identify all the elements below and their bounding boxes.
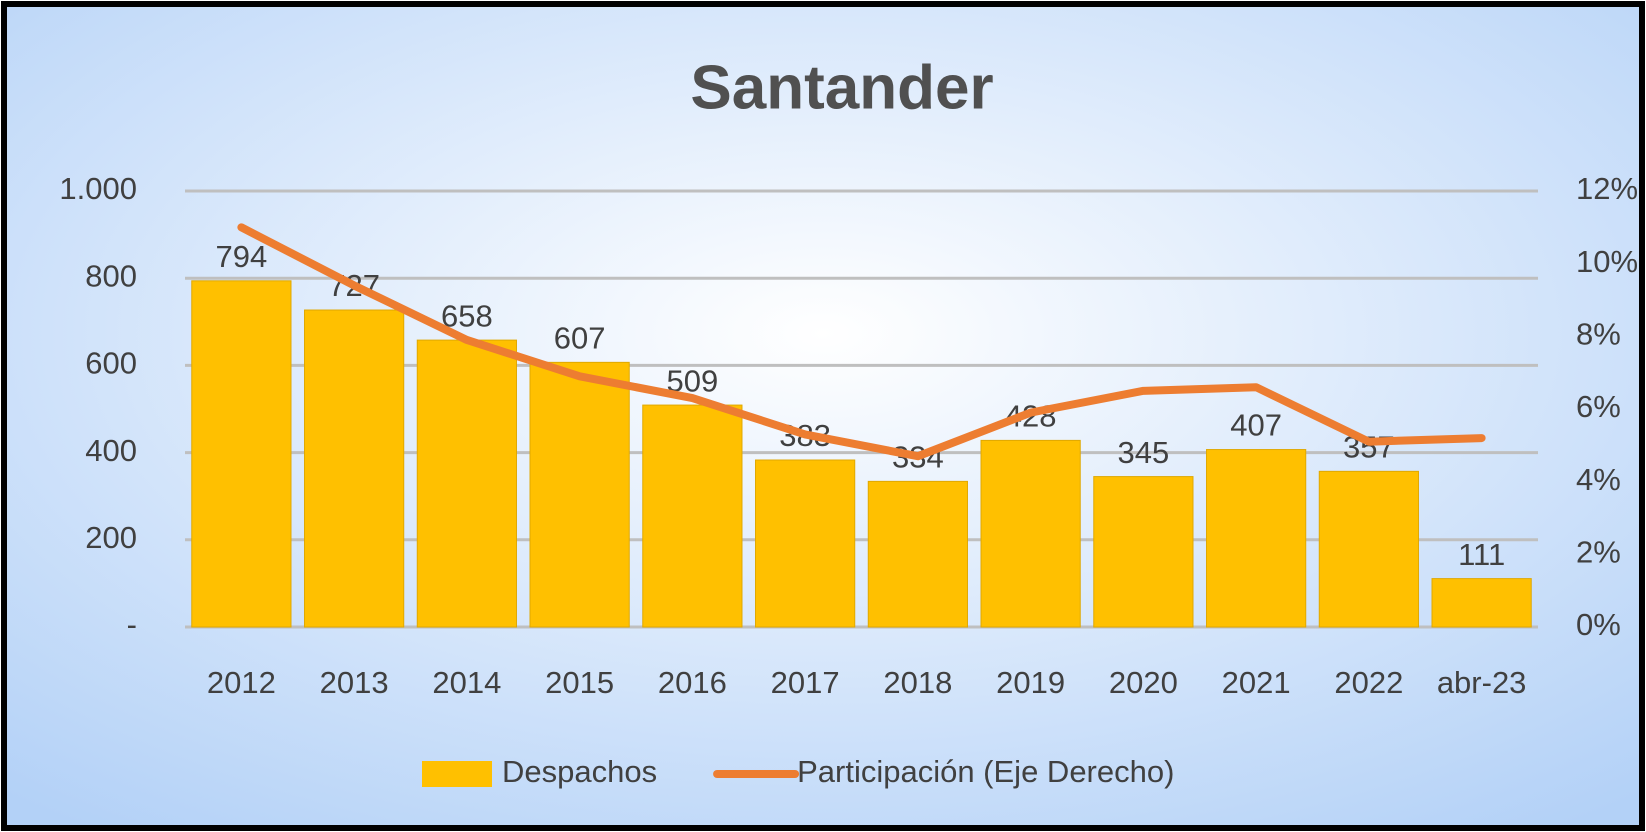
x-tick-label: 2021 (1222, 665, 1291, 700)
x-tick-label: 2020 (1109, 665, 1178, 700)
y2-tick-label: 2% (1576, 535, 1621, 570)
bar (1093, 476, 1194, 628)
bar (191, 280, 292, 628)
y2-tick-label: 6% (1576, 389, 1621, 424)
bar (1318, 470, 1419, 628)
data-label: 111 (1458, 537, 1505, 572)
x-tick-label: abr-23 (1437, 665, 1527, 700)
bar (867, 480, 968, 628)
bar (304, 309, 405, 628)
x-tick-label: 2012 (207, 665, 276, 700)
y2-tick-label: 12% (1576, 171, 1638, 206)
data-label: 607 (554, 321, 606, 356)
bar (642, 404, 743, 628)
data-label: 407 (1230, 408, 1282, 443)
legend-swatch (422, 761, 492, 787)
data-label: 794 (216, 239, 268, 274)
y2-tick-label: 4% (1576, 462, 1621, 497)
y-tick-label: 400 (85, 433, 137, 468)
y-tick-label: 600 (85, 346, 137, 381)
bar (416, 339, 517, 628)
x-tick-label: 2017 (771, 665, 840, 700)
bar (529, 361, 630, 628)
chart-title: Santander (690, 53, 993, 122)
line-series (237, 223, 1486, 461)
x-tick-label: 2016 (658, 665, 727, 700)
y-tick-label: 800 (85, 258, 137, 293)
y-tick-label: - (127, 607, 137, 642)
x-tick-label: 2014 (432, 665, 501, 700)
y2-tick-label: 10% (1576, 244, 1638, 279)
legend-label: Despachos (502, 754, 657, 789)
bar (1431, 578, 1532, 628)
y-tick-label: 200 (85, 520, 137, 555)
bar (755, 459, 856, 628)
bar (1206, 449, 1307, 628)
x-tick-label: 2013 (320, 665, 389, 700)
x-tick-label: 2019 (996, 665, 1065, 700)
bar (980, 439, 1081, 628)
data-label: 345 (1118, 435, 1170, 470)
y-tick-label: 1.000 (59, 171, 137, 206)
x-tick-label: 2015 (545, 665, 614, 700)
x-tick-label: 2018 (883, 665, 952, 700)
y2-tick-label: 8% (1576, 317, 1621, 352)
x-tick-label: 2022 (1334, 665, 1403, 700)
legend-label: Participación (Eje Derecho) (797, 754, 1174, 789)
y2-tick-label: 0% (1576, 607, 1621, 642)
